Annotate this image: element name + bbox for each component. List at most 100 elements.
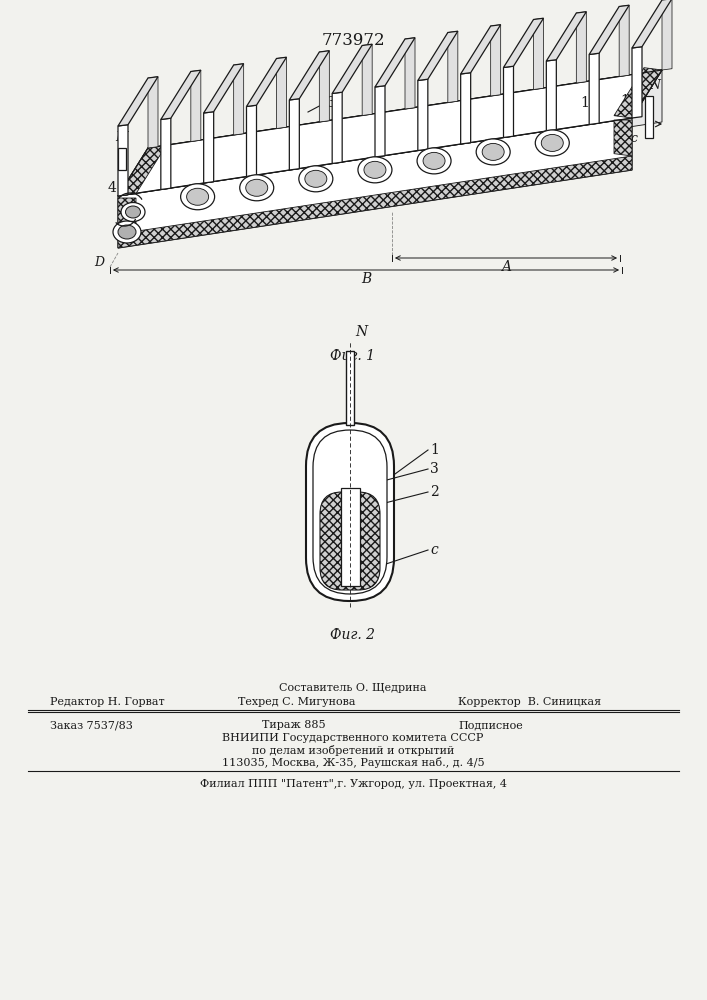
Polygon shape bbox=[118, 118, 632, 248]
Text: 113035, Москва, Ж-35, Раушская наб., д. 4/5: 113035, Москва, Ж-35, Раушская наб., д. … bbox=[222, 756, 484, 768]
Text: Фиг. 1: Фиг. 1 bbox=[330, 349, 375, 363]
Ellipse shape bbox=[535, 130, 569, 156]
Polygon shape bbox=[405, 38, 415, 109]
Polygon shape bbox=[576, 12, 586, 83]
Text: 1: 1 bbox=[430, 443, 439, 457]
Text: Техред С. Мигунова: Техред С. Мигунова bbox=[238, 697, 356, 707]
Text: Корректор  В. Синицкая: Корректор В. Синицкая bbox=[458, 697, 601, 707]
Polygon shape bbox=[289, 99, 299, 170]
Polygon shape bbox=[204, 112, 214, 183]
Polygon shape bbox=[418, 31, 458, 81]
Ellipse shape bbox=[113, 221, 141, 243]
Ellipse shape bbox=[187, 188, 209, 205]
Polygon shape bbox=[118, 77, 158, 126]
Polygon shape bbox=[289, 51, 329, 100]
Text: 1: 1 bbox=[620, 94, 629, 108]
Text: 3: 3 bbox=[430, 462, 439, 476]
Text: Заказ 7537/83: Заказ 7537/83 bbox=[50, 720, 133, 730]
Ellipse shape bbox=[482, 143, 504, 160]
Text: Филиал ППП "Патент",г. Ужгород, ул. Проектная, 4: Филиал ППП "Патент",г. Ужгород, ул. Прое… bbox=[199, 779, 506, 789]
Text: 2: 2 bbox=[430, 485, 439, 499]
Polygon shape bbox=[614, 120, 632, 156]
Polygon shape bbox=[547, 60, 556, 131]
Polygon shape bbox=[632, 47, 642, 118]
Polygon shape bbox=[589, 53, 599, 124]
Polygon shape bbox=[547, 12, 586, 61]
Polygon shape bbox=[375, 86, 385, 157]
Polygon shape bbox=[332, 44, 372, 94]
Text: 2: 2 bbox=[617, 141, 626, 155]
Ellipse shape bbox=[477, 139, 510, 165]
Ellipse shape bbox=[118, 225, 136, 239]
Text: N: N bbox=[355, 325, 367, 339]
Text: ВНИИПИ Государственного комитета СССР: ВНИИПИ Государственного комитета СССР bbox=[222, 733, 484, 743]
Polygon shape bbox=[247, 57, 286, 106]
Polygon shape bbox=[118, 125, 128, 196]
Polygon shape bbox=[418, 79, 428, 150]
Text: 773972: 773972 bbox=[321, 32, 385, 49]
Polygon shape bbox=[118, 148, 126, 170]
Ellipse shape bbox=[246, 179, 268, 196]
Polygon shape bbox=[589, 5, 629, 54]
Polygon shape bbox=[461, 73, 471, 144]
Polygon shape bbox=[619, 5, 629, 77]
Text: c: c bbox=[430, 543, 438, 557]
Polygon shape bbox=[645, 96, 653, 138]
Text: по делам изобретений и открытий: по делам изобретений и открытий bbox=[252, 744, 454, 756]
Polygon shape bbox=[332, 92, 342, 163]
Text: Фиг. 2: Фиг. 2 bbox=[330, 628, 375, 642]
Polygon shape bbox=[234, 64, 244, 135]
Text: N: N bbox=[649, 79, 660, 92]
Text: 1: 1 bbox=[580, 96, 589, 110]
Polygon shape bbox=[375, 38, 415, 87]
Polygon shape bbox=[503, 66, 513, 137]
Polygon shape bbox=[632, 0, 672, 48]
Text: Редактор Н. Горват: Редактор Н. Горват bbox=[50, 697, 165, 707]
Ellipse shape bbox=[305, 170, 327, 187]
Polygon shape bbox=[662, 0, 672, 70]
Polygon shape bbox=[148, 77, 158, 148]
Polygon shape bbox=[118, 70, 662, 196]
Polygon shape bbox=[491, 25, 501, 96]
Ellipse shape bbox=[358, 157, 392, 183]
Ellipse shape bbox=[299, 166, 333, 192]
Text: Составитель О. Щедрина: Составитель О. Щедрина bbox=[279, 683, 427, 693]
Text: 4: 4 bbox=[108, 181, 117, 195]
Polygon shape bbox=[191, 70, 201, 141]
Ellipse shape bbox=[126, 206, 141, 218]
Polygon shape bbox=[503, 18, 544, 68]
Text: Подписное: Подписное bbox=[458, 720, 522, 730]
Ellipse shape bbox=[542, 134, 563, 151]
Ellipse shape bbox=[417, 148, 451, 174]
Polygon shape bbox=[160, 70, 201, 119]
Text: c: c bbox=[630, 131, 637, 144]
Polygon shape bbox=[614, 68, 662, 118]
Text: A: A bbox=[501, 260, 511, 274]
FancyBboxPatch shape bbox=[313, 430, 387, 594]
Polygon shape bbox=[118, 198, 136, 234]
Polygon shape bbox=[341, 488, 359, 586]
Polygon shape bbox=[461, 25, 501, 74]
FancyBboxPatch shape bbox=[320, 492, 380, 590]
Polygon shape bbox=[160, 118, 171, 190]
Polygon shape bbox=[118, 146, 166, 196]
Polygon shape bbox=[204, 64, 244, 113]
Polygon shape bbox=[148, 70, 662, 200]
Polygon shape bbox=[276, 57, 286, 128]
Ellipse shape bbox=[240, 175, 274, 201]
Polygon shape bbox=[320, 51, 329, 122]
Text: M: M bbox=[116, 131, 129, 144]
Ellipse shape bbox=[180, 184, 215, 210]
Polygon shape bbox=[448, 31, 458, 103]
FancyBboxPatch shape bbox=[306, 423, 394, 601]
Text: D: D bbox=[94, 255, 104, 268]
Polygon shape bbox=[346, 351, 354, 425]
Polygon shape bbox=[247, 105, 257, 176]
Polygon shape bbox=[362, 44, 372, 115]
Polygon shape bbox=[118, 70, 662, 196]
Ellipse shape bbox=[121, 202, 145, 222]
Ellipse shape bbox=[364, 161, 386, 178]
Polygon shape bbox=[118, 156, 632, 248]
Text: 3: 3 bbox=[327, 96, 336, 110]
Text: B: B bbox=[361, 272, 371, 286]
